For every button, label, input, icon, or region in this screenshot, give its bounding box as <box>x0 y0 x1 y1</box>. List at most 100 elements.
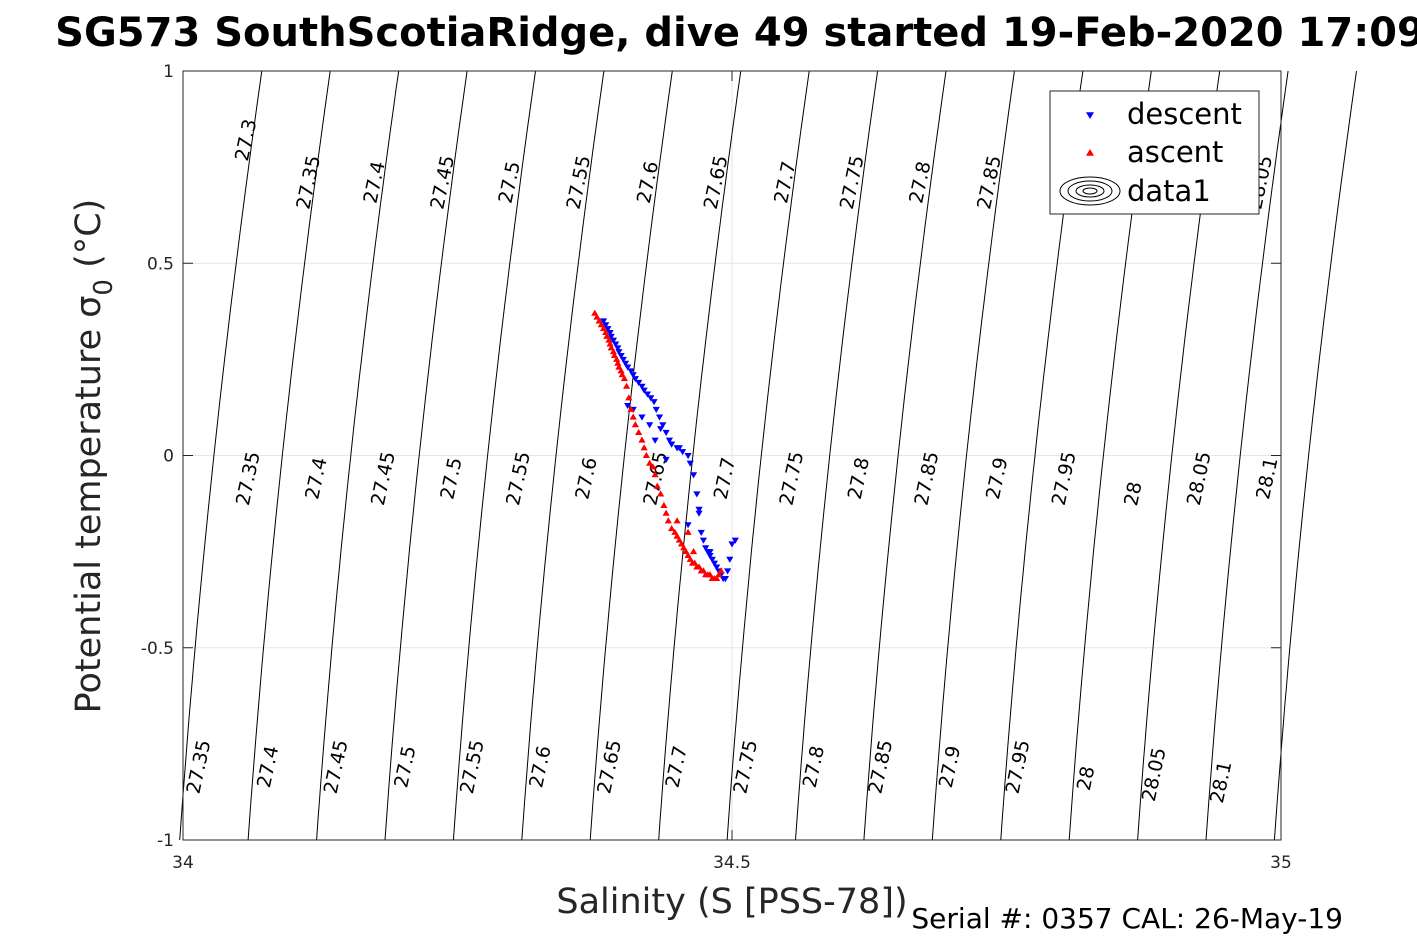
ascent-point <box>653 482 661 489</box>
x-tick-label: 34 <box>172 853 194 873</box>
descent-point <box>617 353 625 360</box>
descent-point <box>684 452 692 460</box>
descent-point <box>647 395 655 402</box>
descent-point <box>724 568 732 575</box>
descent-point <box>646 422 654 429</box>
ascent-point <box>606 340 614 347</box>
descent-point <box>684 522 692 529</box>
y-tick-label: 0.5 <box>147 254 174 274</box>
descent-point <box>697 529 705 536</box>
descent-point <box>678 449 687 456</box>
density-contour-labels: 27.327.35 27.4 27.45 27.5 27.55 27.6 27.65 27.7… <box>183 117 1283 805</box>
descent-point <box>619 356 627 363</box>
y-tick-label: -0.5 <box>141 639 174 659</box>
density-contour-line <box>1273 70 1357 841</box>
descent-point <box>665 437 674 444</box>
legend: descent ascent data1 <box>1049 90 1260 215</box>
legend-contour-marker <box>1059 176 1121 206</box>
density-contour-line <box>863 70 947 841</box>
density-contour-line <box>179 70 263 841</box>
ascent-point <box>605 336 613 343</box>
y-axis-label-unit: (°C) <box>69 199 109 279</box>
ascent-point <box>668 524 676 532</box>
legend-ascent-marker <box>1086 149 1094 156</box>
ascent-point <box>625 394 633 401</box>
y-tick-label: -1 <box>157 831 174 851</box>
descent-point <box>695 506 703 513</box>
axis-ticks: 34 34.5 35 1 0.5 0 -0.5 -1 <box>141 62 1292 873</box>
ascent-point <box>642 451 650 459</box>
x-tick-label: 35 <box>1270 853 1292 873</box>
ascent-point <box>664 517 672 524</box>
density-contour-line <box>247 70 331 841</box>
serial-cal-footer: Serial #: 0357 CAL: 26-May-19 <box>911 902 1343 935</box>
ascent-point <box>640 444 648 451</box>
ascent-point <box>617 367 625 374</box>
ascent-point <box>602 328 610 335</box>
density-contour-line <box>931 70 1015 841</box>
ascent-point <box>715 571 723 578</box>
ascent-point <box>684 528 692 535</box>
density-contour-line <box>795 70 879 841</box>
descent-point <box>609 337 618 344</box>
density-contour-line <box>316 70 400 841</box>
descent-point <box>699 537 708 544</box>
x-tick-label: 34.5 <box>713 853 751 873</box>
legend-contour-marker <box>1082 187 1098 195</box>
descent-point <box>606 329 614 337</box>
descent-point <box>604 326 612 333</box>
density-contour-line <box>589 70 673 841</box>
descent-point <box>668 441 676 448</box>
descent-point <box>702 545 710 552</box>
contour-label: 28 <box>1073 764 1100 792</box>
descent-point <box>651 437 659 444</box>
y-axis-label-sigma: σ <box>69 296 109 318</box>
descent-point <box>706 549 714 556</box>
descent-point <box>695 510 703 517</box>
density-contour-line <box>1205 70 1289 841</box>
legend-data1-label: data1 <box>1127 174 1211 208</box>
ascent-point <box>660 501 668 509</box>
descent-point <box>662 456 670 463</box>
ascent-point <box>631 421 639 428</box>
descent-point <box>640 387 648 394</box>
y-tick-label: 0 <box>163 447 174 467</box>
descent-point <box>721 576 730 583</box>
descent-point <box>599 318 608 325</box>
descent-point <box>614 345 622 352</box>
descent-point <box>643 391 652 398</box>
descent-point <box>728 541 736 548</box>
descent-point <box>612 341 620 348</box>
descent-point <box>726 556 734 563</box>
ascent-point <box>635 428 643 435</box>
ascent-point <box>673 517 681 524</box>
descent-point <box>652 406 660 413</box>
y-axis-label: Potential temperature σ0 (°C) <box>69 199 119 714</box>
descent-point <box>686 460 694 467</box>
descent-point <box>629 372 637 379</box>
density-contour-line <box>452 70 536 841</box>
ascent-point <box>713 574 721 582</box>
descent-point <box>706 552 714 560</box>
descent-point <box>631 376 639 383</box>
descent-point <box>657 426 665 433</box>
ascent-point <box>627 405 635 412</box>
descent-point <box>602 322 610 329</box>
descent-point <box>659 422 667 429</box>
data-points <box>591 309 739 583</box>
y-axis-label-main: Potential temperature <box>69 318 109 714</box>
contour-label: 28 <box>1120 480 1147 508</box>
legend-ascent-label: ascent <box>1127 135 1223 169</box>
descent-point <box>624 402 632 410</box>
ascent-point <box>657 490 665 497</box>
descent-point <box>638 414 646 421</box>
descent-point <box>693 491 701 498</box>
ascent-point <box>662 509 670 516</box>
descent-point <box>627 368 635 375</box>
descent-point <box>731 537 739 544</box>
ascent-point <box>646 459 654 466</box>
descent-point <box>650 399 658 406</box>
descent-point <box>607 333 615 340</box>
descent-point <box>624 364 632 371</box>
